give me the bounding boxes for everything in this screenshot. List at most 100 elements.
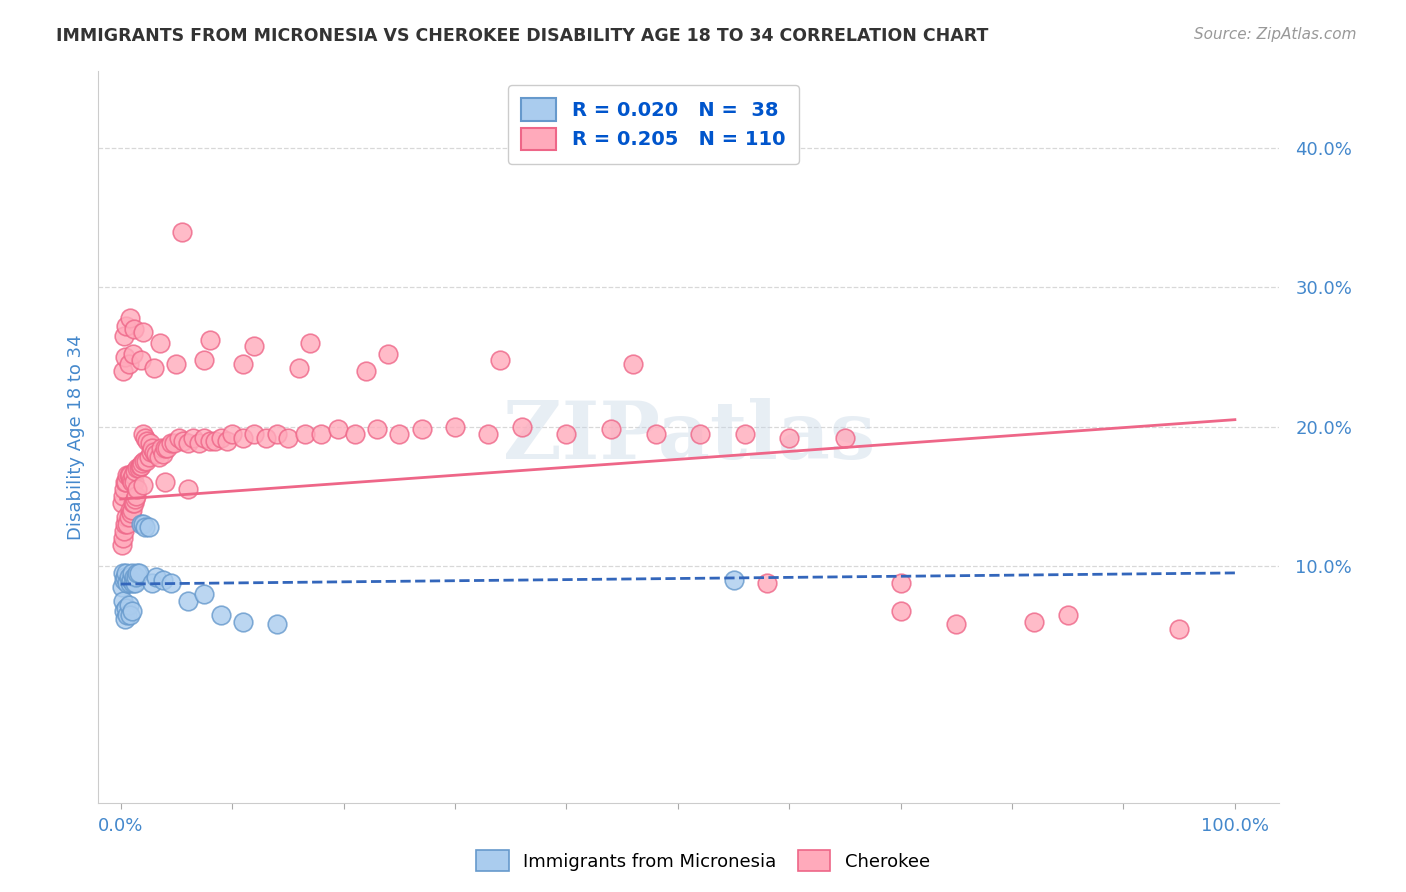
- Point: [115, 566, 138, 580]
- Point: [128, 461, 150, 475]
- Point: [160, 575, 183, 590]
- Point: [143, 444, 166, 458]
- Point: [117, 570, 139, 584]
- Point: [112, 483, 135, 497]
- Point: [122, 496, 145, 510]
- Point: [160, 436, 183, 450]
- Point: [193, 587, 215, 601]
- Point: [138, 436, 160, 450]
- Y-axis label: Disability Age 18 to 34: Disability Age 18 to 34: [66, 334, 84, 540]
- Point: [111, 538, 134, 552]
- Point: [149, 336, 172, 351]
- Point: [132, 454, 155, 468]
- Point: [118, 310, 141, 325]
- Point: [834, 431, 856, 445]
- Point: [215, 434, 238, 448]
- Point: [112, 329, 135, 343]
- Point: [221, 426, 243, 441]
- Point: [118, 503, 141, 517]
- Point: [111, 496, 134, 510]
- Point: [131, 456, 153, 470]
- Point: [299, 336, 322, 351]
- Point: [277, 431, 299, 445]
- Point: [1168, 622, 1191, 636]
- Point: [388, 426, 411, 441]
- Point: [122, 575, 145, 590]
- Point: [115, 319, 138, 334]
- Point: [141, 575, 163, 590]
- Point: [266, 617, 288, 632]
- Point: [117, 510, 139, 524]
- Point: [343, 426, 366, 441]
- Point: [122, 570, 145, 584]
- Point: [122, 496, 145, 510]
- Point: [117, 357, 139, 371]
- Point: [122, 322, 145, 336]
- Point: [114, 475, 136, 490]
- Point: [890, 575, 912, 590]
- Point: [122, 475, 145, 490]
- Point: [377, 347, 399, 361]
- Point: [135, 454, 157, 468]
- Point: [138, 450, 160, 465]
- Point: [890, 603, 912, 617]
- Point: [120, 506, 142, 520]
- Point: [689, 426, 711, 441]
- Point: [510, 419, 533, 434]
- Point: [644, 426, 666, 441]
- Point: [121, 503, 143, 517]
- Point: [204, 434, 226, 448]
- Point: [114, 517, 136, 532]
- Point: [128, 566, 150, 580]
- Point: [124, 464, 146, 478]
- Point: [129, 458, 152, 473]
- Point: [1024, 615, 1046, 629]
- Point: [112, 573, 135, 587]
- Point: [444, 419, 467, 434]
- Point: [945, 617, 967, 632]
- Point: [366, 422, 388, 436]
- Point: [170, 225, 193, 239]
- Point: [114, 350, 136, 364]
- Point: [600, 422, 623, 436]
- Point: [127, 483, 149, 497]
- Point: [112, 603, 135, 617]
- Point: [488, 352, 510, 367]
- Point: [411, 422, 433, 436]
- Point: [266, 426, 288, 441]
- Point: [125, 489, 148, 503]
- Point: [111, 489, 134, 503]
- Point: [122, 468, 145, 483]
- Point: [118, 575, 141, 590]
- Point: [621, 357, 644, 371]
- Point: [132, 517, 155, 532]
- Point: [117, 517, 139, 532]
- Legend: Immigrants from Micronesia, Cherokee: Immigrants from Micronesia, Cherokee: [468, 843, 938, 879]
- Point: [134, 520, 156, 534]
- Point: [288, 361, 311, 376]
- Point: [132, 426, 155, 441]
- Point: [117, 607, 139, 622]
- Point: [555, 426, 578, 441]
- Point: [141, 441, 163, 455]
- Point: [155, 441, 177, 455]
- Point: [723, 573, 745, 587]
- Point: [115, 510, 138, 524]
- Legend: R = 0.020   N =  38, R = 0.205   N = 110: R = 0.020 N = 38, R = 0.205 N = 110: [508, 85, 799, 164]
- Point: [128, 458, 150, 473]
- Text: ZIPatlas: ZIPatlas: [503, 398, 875, 476]
- Point: [111, 566, 134, 580]
- Point: [167, 431, 190, 445]
- Point: [115, 600, 138, 615]
- Point: [152, 448, 174, 462]
- Point: [136, 434, 159, 448]
- Point: [198, 434, 221, 448]
- Point: [124, 575, 146, 590]
- Point: [111, 594, 134, 608]
- Point: [152, 573, 174, 587]
- Point: [117, 468, 139, 483]
- Point: [165, 357, 187, 371]
- Point: [121, 475, 143, 490]
- Point: [243, 339, 266, 353]
- Point: [294, 426, 316, 441]
